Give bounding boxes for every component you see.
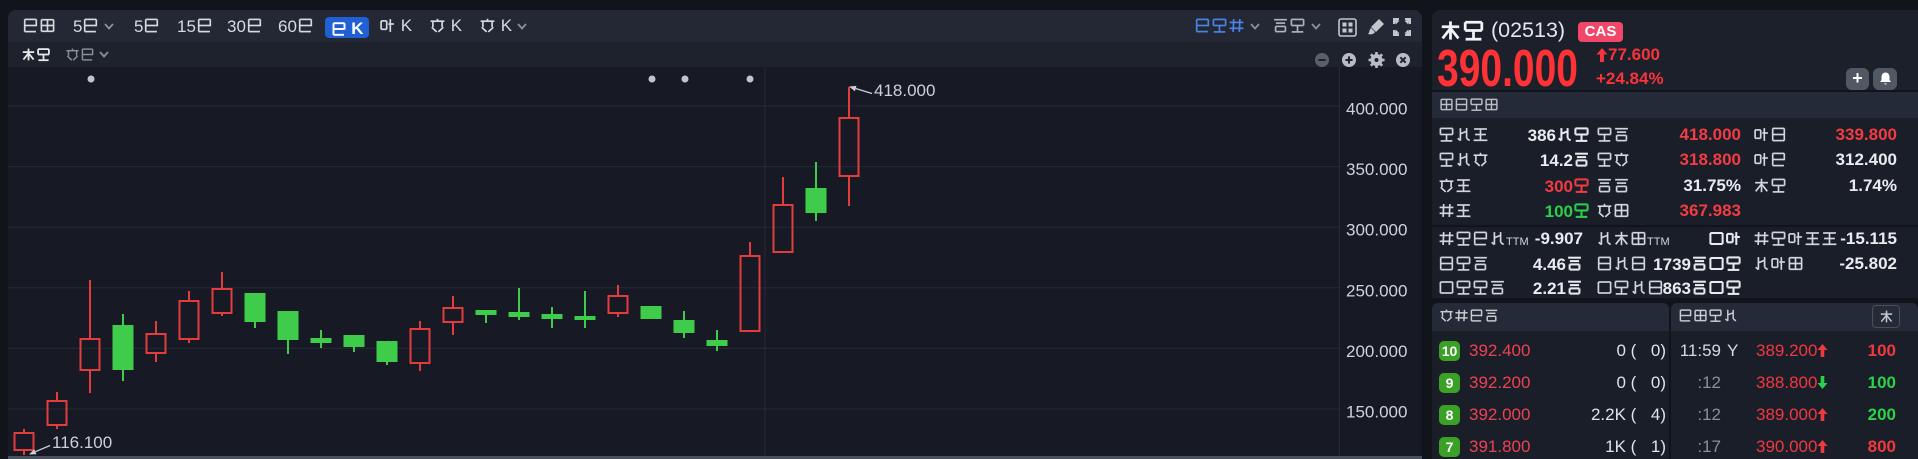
svg-text:200.000: 200.000 — [1346, 342, 1407, 361]
svg-text:400.000: 400.000 — [1346, 100, 1407, 119]
svg-text:250.000: 250.000 — [1346, 281, 1407, 300]
svg-text:116.100: 116.100 — [52, 433, 112, 452]
svg-text:418.000: 418.000 — [874, 81, 935, 100]
svg-text:150.000: 150.000 — [1346, 403, 1407, 422]
svg-text:350.000: 350.000 — [1346, 160, 1407, 179]
svg-text:300.000: 300.000 — [1346, 221, 1407, 240]
